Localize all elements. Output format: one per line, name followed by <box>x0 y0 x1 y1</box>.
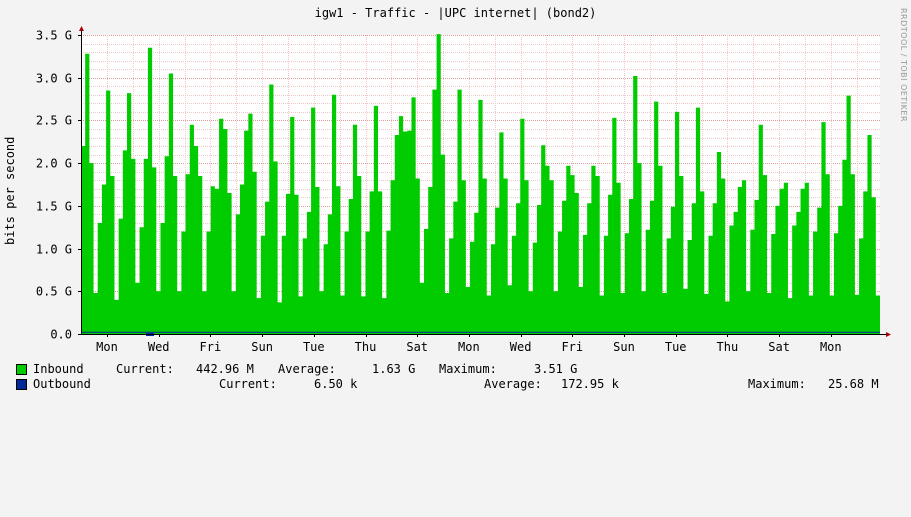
outbound-current-label: Current: <box>219 377 277 391</box>
x-axis-arrow <box>886 332 891 337</box>
inbound-average-value: 1.63 G <box>372 362 416 376</box>
graph-canvas: igw1 - Traffic - |UPC internet| (bond2) … <box>3 6 908 391</box>
legend-inbound: Inbound Current: 442.96 M Average: 1.63 … <box>16 362 896 376</box>
y-tick-label: 1.5 G <box>36 200 72 214</box>
x-tick-label: Mon <box>458 340 480 354</box>
y-tick-label: 1.0 G <box>36 243 72 257</box>
inbound-label: Inbound <box>33 362 84 376</box>
y-tick-labels: 0.0 0.5 G 1.0 G 1.5 G 2.0 G 2.5 G 3.0 G 3.5 G <box>36 29 72 342</box>
x-tick-label: Sun <box>613 340 635 354</box>
x-tick-label: Thu <box>355 340 377 354</box>
outbound-maximum-label: Maximum: <box>748 377 806 391</box>
x-tick-label: Wed <box>510 340 532 354</box>
inbound-maximum-value: 3.51 G <box>534 362 578 376</box>
y-tick-label: 0.5 G <box>36 285 72 299</box>
outbound-average-value: 172.95 k <box>561 377 619 391</box>
x-tick-label: Fri <box>200 340 222 354</box>
y-tick-label: 3.5 G <box>36 29 72 43</box>
rrdtool-credit: RRDTOOL / TOBI OETIKER <box>899 8 908 123</box>
x-tick-label: Mon <box>820 340 842 354</box>
outbound-average-label: Average: <box>484 377 542 391</box>
legend-outbound: Outbound Current: 6.50 k Average: 172.95… <box>16 377 896 391</box>
outbound-label: Outbound <box>33 377 91 391</box>
y-tick-label: 0.0 <box>50 328 72 342</box>
y-tick-label: 2.5 G <box>36 114 72 128</box>
inbound-area <box>81 34 880 335</box>
inbound-average-label: Average: <box>278 362 336 376</box>
outbound-current-value: 6.50 k <box>314 377 358 391</box>
outbound-swatch <box>16 379 27 390</box>
outbound-maximum-value: 25.68 M <box>828 377 879 391</box>
x-tick-label: Tue <box>665 340 687 354</box>
x-tick-label: Sat <box>768 340 790 354</box>
inbound-current-label: Current: <box>116 362 174 376</box>
x-tick-label: Wed <box>148 340 170 354</box>
y-tick-label: 2.0 G <box>36 157 72 171</box>
inbound-swatch <box>16 364 27 375</box>
inbound-current-value: 442.96 M <box>196 362 254 376</box>
x-tick-labels: Mon Wed Fri Sun Tue Thu Sat Mon Wed Fri Sun Tue Thu S… <box>96 340 841 354</box>
x-tick-label: Fri <box>561 340 583 354</box>
traffic-chart: 0.0 0.5 G 1.0 G 1.5 G 2.0 G 2.5 G 3.0 G 3.5 G M… <box>36 26 891 354</box>
chart-title: igw1 - Traffic - |UPC internet| (bond2) <box>314 6 597 20</box>
y-tick-label: 3.0 G <box>36 72 72 86</box>
x-tick-label: Mon <box>96 340 118 354</box>
y-axis-arrow <box>79 26 84 31</box>
x-tick-label: Sun <box>251 340 273 354</box>
x-tick-label: Tue <box>303 340 325 354</box>
inbound-maximum-label: Maximum: <box>439 362 497 376</box>
x-tick-label: Thu <box>717 340 739 354</box>
x-tick-label: Sat <box>406 340 428 354</box>
axes <box>78 26 891 337</box>
